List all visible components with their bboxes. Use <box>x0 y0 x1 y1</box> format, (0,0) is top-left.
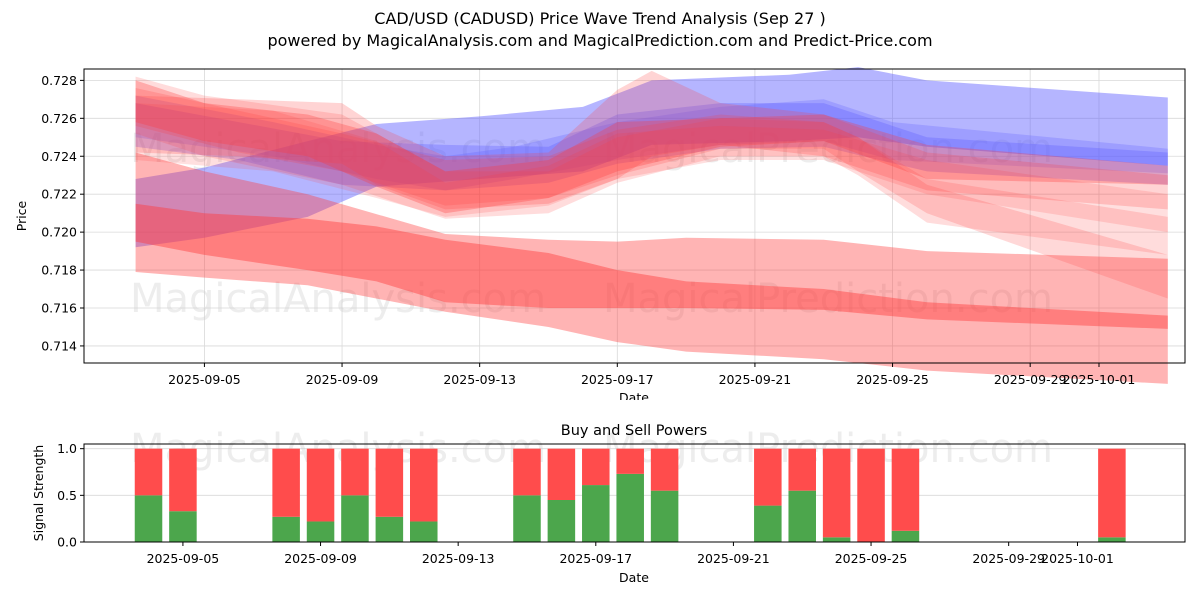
y-axis-label: Price <box>14 200 29 231</box>
buy-bar <box>409 521 438 542</box>
y-tick-label: 0.0 <box>57 535 77 550</box>
sell-bar <box>547 448 576 500</box>
watermark: MagicalAnalysis.com <box>130 126 546 172</box>
y-tick-label: 0.716 <box>41 300 77 315</box>
watermark: MagicalPrediction.com <box>603 126 1053 172</box>
watermark: MagicalAnalysis.com <box>130 426 546 472</box>
chart-subtitle: powered by MagicalAnalysis.com and Magic… <box>267 31 933 50</box>
buy-bar <box>306 521 335 542</box>
sell-bar <box>134 448 163 496</box>
x-axis-label: Date <box>619 570 649 585</box>
watermarks: MagicalAnalysis.com MagicalPrediction.co… <box>130 126 1053 322</box>
plot-frame <box>83 443 1186 543</box>
band-red-upper-4 <box>135 88 1168 299</box>
buy-bar <box>134 495 163 542</box>
y-tick-label: 0.720 <box>41 225 77 240</box>
sell-bar <box>616 448 644 474</box>
bars <box>134 448 1126 542</box>
band-red-lower-core <box>135 203 1168 329</box>
x-tick-label: 2025-09-05 <box>147 551 220 566</box>
y-axis-label: Signal Strength <box>31 445 46 541</box>
band-blue-trend-main <box>135 67 1168 248</box>
band-blue-mid-1 <box>135 103 1168 191</box>
sell-bar <box>341 448 369 496</box>
y-axis: 0.714 0.716 0.718 0.720 0.722 0.724 0.726 0.728 <box>41 73 84 353</box>
buy-bar <box>582 485 610 542</box>
x-tick-label: 2025-09-25 <box>856 372 929 387</box>
x-tick-label: 2025-10-01 <box>1041 551 1114 566</box>
x-tick-label: 2025-09-13 <box>422 551 495 566</box>
buy-bar <box>272 516 300 542</box>
x-tick-label: 2025-09-25 <box>835 551 908 566</box>
x-tick-label: 2025-09-21 <box>719 372 792 387</box>
y-axis: 0.0 0.5 1.0 <box>57 441 84 550</box>
sell-bar <box>754 448 782 506</box>
band-blue-mid-2 <box>135 95 1168 191</box>
x-tick-label: 2025-09-17 <box>559 551 632 566</box>
band-red-upper-2 <box>135 70 1168 210</box>
sell-bar <box>272 448 300 517</box>
x-tick-label: 2025-09-09 <box>284 551 357 566</box>
x-tick-label: 2025-09-13 <box>443 372 516 387</box>
x-tick-label: 2025-09-29 <box>994 372 1067 387</box>
y-tick-label: 0.726 <box>41 111 77 126</box>
bands <box>135 67 1168 384</box>
buy-bar <box>513 495 541 542</box>
sell-bar <box>169 448 197 512</box>
sell-bar <box>409 448 438 522</box>
sell-bar <box>375 448 404 517</box>
band-red-lower-wide <box>135 152 1168 384</box>
price-wave-chart: MagicalAnalysis.com MagicalPrediction.co… <box>14 67 1186 400</box>
chart-title: CAD/USD (CADUSD) Price Wave Trend Analys… <box>374 9 826 28</box>
watermark: MagicalPrediction.com <box>603 276 1053 322</box>
sell-bar <box>788 448 816 491</box>
sell-bar <box>1098 448 1126 538</box>
buy-bar <box>1098 537 1126 542</box>
y-tick-label: 0.714 <box>41 338 77 353</box>
y-tick-label: 1.0 <box>57 441 77 456</box>
buy-bar <box>891 530 920 542</box>
x-tick-label: 2025-09-05 <box>168 372 241 387</box>
x-tick-label: 2025-09-29 <box>972 551 1045 566</box>
grid <box>84 69 1185 363</box>
buy-bar <box>616 473 644 542</box>
x-axis: 2025-09-05 2025-09-09 2025-09-13 2025-09-17… <box>168 363 1135 387</box>
buy-bar <box>650 490 679 542</box>
sell-bar <box>857 448 885 542</box>
x-tick-label: 2025-09-21 <box>697 551 770 566</box>
x-tick-label: 2025-09-17 <box>581 372 654 387</box>
x-tick-label: 2025-10-01 <box>1063 372 1136 387</box>
buy-bar <box>822 537 851 542</box>
buy-bar <box>341 495 369 542</box>
y-tick-label: 0.5 <box>57 488 77 503</box>
buy-bar <box>788 490 816 542</box>
buy-bar <box>547 500 576 542</box>
sell-bar <box>822 448 851 538</box>
band-red-upper-1 <box>135 80 1168 214</box>
sell-bar <box>650 448 679 491</box>
y-tick-label: 0.728 <box>41 73 77 88</box>
buy-bar <box>754 505 782 542</box>
sell-bar <box>582 448 610 486</box>
x-axis-label: Date <box>619 390 649 400</box>
powers-chart-title: Buy and Sell Powers <box>561 423 707 439</box>
sell-bar <box>306 448 335 522</box>
x-axis: 2025-09-05 2025-09-09 2025-09-13 2025-09-17… <box>147 542 1114 566</box>
watermark: MagicalAnalysis.com <box>130 276 546 322</box>
sell-bar <box>513 448 541 496</box>
band-red-upper-5 <box>135 103 1168 233</box>
y-tick-label: 0.722 <box>41 187 77 202</box>
x-tick-label: 2025-09-09 <box>306 372 379 387</box>
band-red-upper-3 <box>135 76 1168 255</box>
buy-bar <box>375 516 404 542</box>
y-tick-label: 0.718 <box>41 263 77 278</box>
plot-frame <box>83 68 1186 364</box>
buy-bar <box>169 511 197 542</box>
y-tick-label: 0.724 <box>41 149 77 164</box>
sell-bar <box>891 448 920 531</box>
